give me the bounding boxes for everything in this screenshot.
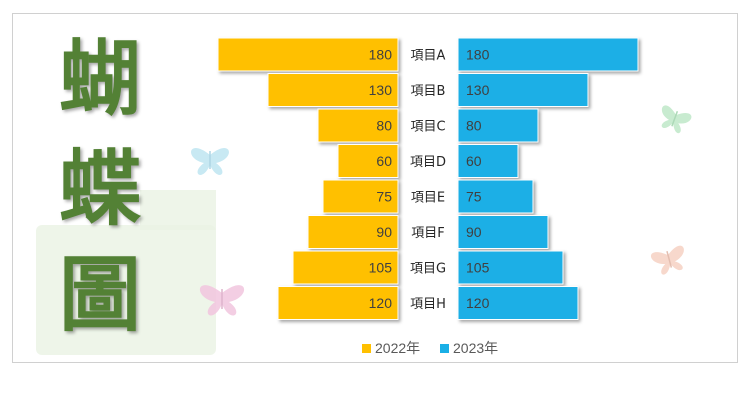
bar-2023-2 — [457, 73, 589, 107]
data-label-2022-8: 120 — [369, 295, 393, 311]
data-label-2023-8: 120 — [466, 295, 490, 311]
watermark-panel-top — [140, 190, 216, 230]
legend-label-2023: 2023年 — [453, 340, 498, 356]
category-label-2: 項目B — [411, 84, 446, 99]
bar-2022-1 — [217, 37, 399, 72]
bar-2023-5 — [457, 179, 534, 214]
legend-label-2022: 2022年 — [375, 340, 420, 356]
category-label-4: 項目D — [410, 155, 446, 170]
bar-2023-3 — [457, 108, 539, 143]
data-label-2023-2: 130 — [466, 82, 490, 98]
bar-2022-4 — [337, 144, 399, 178]
category-label-1: 項目A — [411, 49, 446, 64]
watermark-panel — [36, 225, 216, 355]
data-label-2022-6: 90 — [376, 224, 392, 240]
data-label-2023-5: 75 — [466, 189, 482, 205]
butterfly-green-icon — [661, 105, 692, 134]
bar-2022-6 — [307, 215, 399, 249]
data-label-2023-1: 180 — [466, 47, 490, 63]
bar-2023-8 — [457, 286, 579, 320]
bar-2023-1 — [457, 37, 639, 72]
legend-swatch-2022 — [362, 344, 371, 353]
butterfly-blue-icon — [191, 148, 229, 175]
category-label-7: 項目G — [410, 262, 446, 277]
butterfly-peach-icon — [651, 245, 684, 275]
bar-2022-8 — [277, 286, 399, 320]
bar-2023-4 — [457, 144, 519, 178]
category-label-3: 項目C — [410, 120, 445, 135]
data-label-2022-4: 60 — [376, 153, 392, 169]
data-label-2022-7: 105 — [369, 260, 393, 276]
data-label-2023-7: 105 — [466, 260, 490, 276]
data-label-2023-4: 60 — [466, 153, 482, 169]
data-label-2023-6: 90 — [466, 224, 482, 240]
data-label-2023-3: 80 — [466, 118, 482, 134]
legend: 2022年 2023年 — [362, 340, 498, 356]
category-label-5: 項目E — [411, 191, 445, 206]
data-label-2022-1: 180 — [369, 47, 393, 63]
category-labels: 項目A 項目B 項目C 項目D 項目E 項目F 項目G 項目H — [410, 49, 446, 313]
bar-2022-2 — [267, 73, 399, 107]
data-label-2022-2: 130 — [369, 82, 393, 98]
bar-2023-6 — [457, 215, 549, 249]
legend-swatch-2023 — [440, 344, 449, 353]
butterfly-pink-icon — [199, 285, 245, 316]
data-label-2022-3: 80 — [376, 118, 392, 134]
bar-2022-5 — [322, 179, 399, 214]
category-label-6: 項目F — [411, 226, 444, 241]
series-2023-bars: 180 130 80 60 75 90 105 120 — [457, 37, 639, 320]
series-2022-bars: 180 130 80 60 75 90 105 120 — [217, 37, 399, 320]
bar-2022-7 — [292, 250, 399, 285]
bar-2023-7 — [457, 250, 564, 285]
data-label-2022-5: 75 — [376, 189, 392, 205]
category-label-8: 項目H — [410, 297, 446, 312]
bar-2022-3 — [317, 108, 399, 143]
